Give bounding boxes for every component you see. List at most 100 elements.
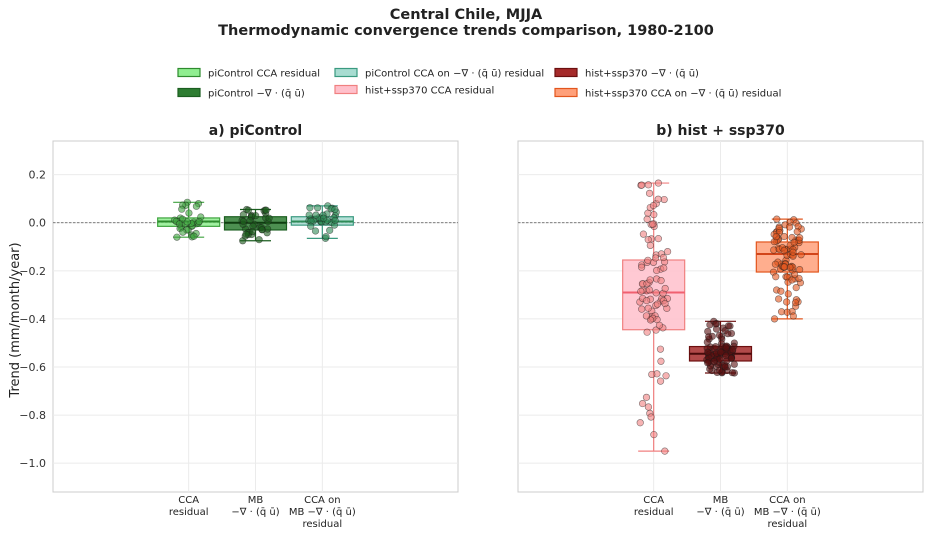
data-point [638,305,646,313]
data-point [642,312,651,320]
x-tick-label: CCA on [769,495,805,506]
data-point [648,370,656,379]
data-point [175,220,184,228]
panel-title: a) piControl [209,123,302,139]
data-point [730,360,738,368]
data-point [775,295,783,303]
data-point [636,419,644,427]
x-tick-label: residual [303,519,343,530]
legend-label-0: piControl CCA residual [208,69,320,80]
data-point [646,276,654,284]
data-point [654,195,662,203]
data-point [650,211,658,219]
data-point [715,366,724,374]
data-point [644,304,652,312]
legend-label-1: piControl −∇ · (q̄ ū) [208,89,305,100]
figure-title-line1: Central Chile, MJJA [390,7,543,23]
y-tick-label: 0.2 [29,169,47,182]
data-point [797,251,805,259]
data-point [657,357,665,365]
data-point [305,211,313,219]
data-point [643,328,651,336]
data-point [664,247,672,256]
data-point [770,315,779,323]
data-point [183,218,191,226]
data-point [312,211,320,219]
x-tick-label: −∇ · (q̄ ū) [696,507,744,518]
data-point [729,346,737,354]
data-point [784,290,792,298]
data-point [645,286,653,294]
data-point [659,253,668,262]
legend-swatch-5 [554,87,578,98]
data-point [791,270,799,279]
data-point [650,431,658,439]
x-tick-label: CCA [178,495,199,506]
data-point [656,377,665,385]
x-tick-label: residual [169,507,209,518]
data-point [706,321,714,329]
data-point [647,413,655,421]
data-point [704,348,712,356]
x-tick-label: MB −∇ · (q̄ ū) [289,507,356,518]
data-point [173,233,181,241]
data-point [638,399,647,408]
data-point [717,348,725,356]
y-tick-label: −0.4 [19,313,46,326]
data-point [796,234,804,242]
data-point [796,265,804,274]
legend-swatch-1 [177,87,201,98]
data-point [652,326,660,334]
data-point [662,372,670,380]
data-point [771,260,779,268]
data-point [783,298,791,306]
data-point [331,205,339,214]
data-point [637,287,645,295]
x-tick-label: residual [768,519,808,530]
x-tick-label: −∇ · (q̄ ū) [231,507,279,518]
data-point [656,345,665,353]
data-point [785,223,794,231]
data-point [258,226,266,234]
data-point [703,359,712,367]
data-point [724,330,732,338]
panel-title: b) hist + ssp370 [656,123,785,139]
data-point [246,216,254,225]
figure-title-line2: Thermodynamic convergence trends compari… [218,23,714,39]
data-point [780,263,789,271]
data-point [792,284,800,292]
legend: piControl CCA residual piControl −∇ · (q̄… [177,67,781,100]
data-point [649,220,657,228]
x-tick-label: MB [248,495,264,506]
data-point [780,247,788,255]
data-point [721,363,729,371]
data-point [703,338,711,346]
y-tick-label: 0.0 [29,217,47,230]
box-0 [157,198,221,241]
x-tick-label: MB −∇ · (q̄ ū) [754,507,821,518]
data-point [252,212,260,220]
data-point [712,343,720,351]
data-point [652,289,660,297]
data-point [722,344,730,352]
data-point [660,195,668,204]
data-point [331,216,339,225]
data-point [651,254,660,262]
x-tick-label: CCA [643,495,664,506]
box-2 [755,215,819,323]
data-point [722,351,730,360]
data-point [772,273,780,281]
data-point [306,204,314,212]
legend-label-3: hist+ssp370 CCA residual [365,86,494,97]
data-point [195,217,203,226]
box-2 [290,202,354,242]
data-point [646,241,654,250]
data-point [644,403,653,411]
legend-swatch-2 [334,67,358,78]
data-point [262,206,270,214]
data-point [789,312,797,320]
box-0 [622,179,686,455]
data-point [248,227,257,236]
data-point [791,299,800,307]
data-point [653,266,661,275]
